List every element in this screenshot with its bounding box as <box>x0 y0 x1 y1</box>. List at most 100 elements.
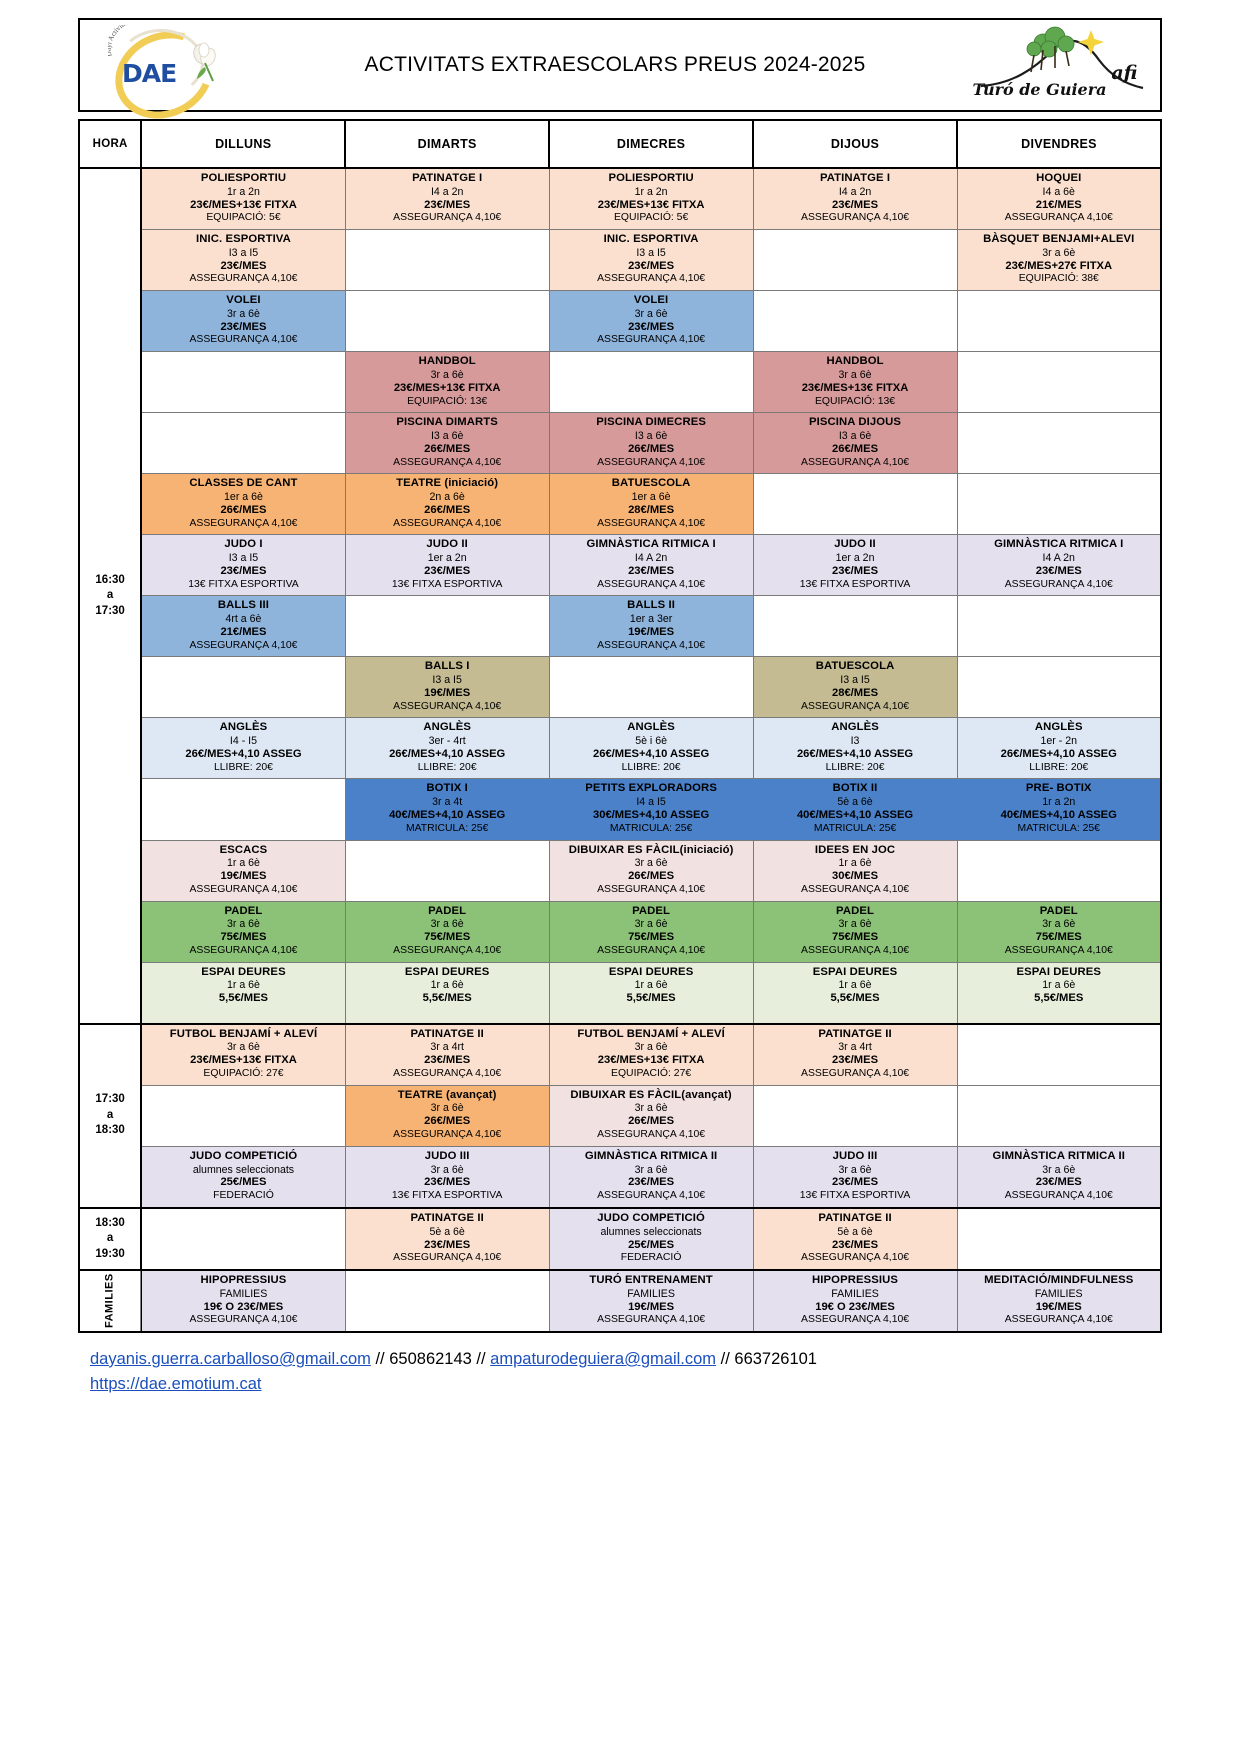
activity-block: PADEL 3r a 6è 75€/MES ASSEGURANÇA 4,10€ <box>346 902 549 962</box>
activity-title: FUTBOL BENJAMÍ + ALEVÍ <box>577 1027 725 1040</box>
hill-trees-icon <box>980 26 1143 90</box>
activity-grades: 1r a 6è <box>838 979 872 992</box>
activity-grades: alumnes seleccionats <box>600 1225 702 1238</box>
activity-grades: 1er a 6è <box>224 491 263 504</box>
activity-extra <box>552 1006 751 1019</box>
empty-cell <box>956 290 1162 353</box>
website-link[interactable]: https://dae.emotium.cat <box>90 1375 262 1394</box>
activity-title: JUDO III <box>832 1149 878 1162</box>
activity-block: ANGLÈS I4 - I5 26€/MES+4,10 ASSEG LLIBRE: 2… <box>142 718 344 778</box>
activity-cell-dijous: JUDO II 1er a 2n 23€/MES 13€ FITXA ESPORTIV… <box>752 534 958 597</box>
activity-price: 23€/MES <box>1035 564 1082 577</box>
activity-title: ANGLÈS <box>831 721 879 734</box>
activity-price: 23€/MES <box>424 564 471 577</box>
activity-title: PATINATGE II <box>410 1027 484 1040</box>
activity-grades: 1r a 6è <box>430 979 464 992</box>
activity-block: JUDO III 3r a 6è 23€/MES 13€ FITXA ESPORTIV… <box>346 1147 549 1207</box>
activity-price: 26€/MES+4,10 ASSEG <box>185 748 302 761</box>
activity-grades: I3 a 6è <box>634 429 668 442</box>
activity-cell-dimecres: GIMNÀSTICA RITMICA II 3r a 6è 23€/MES ASSEG… <box>548 1145 754 1209</box>
activity-price: 5,5€/MES <box>422 992 472 1005</box>
activity-cell-dilluns: INIC. ESPORTIVA I3 a I5 23€/MES ASSEGURANÇA… <box>140 229 346 292</box>
activity-title: HIPOPRESSIUS <box>200 1273 287 1286</box>
table-body: 16:30 a 17:30 POLIESPORTIU 1r a 2n 23€/MES+13… <box>77 167 1162 1333</box>
activity-extra: ASSEGURANÇA 4,10€ <box>393 1068 502 1080</box>
activity-extra: EQUIPACIÓ: 13€ <box>814 395 896 407</box>
activity-block: GIMNÀSTICA RITMICA II 3r a 6è 23€/MES ASSEG… <box>550 1147 753 1207</box>
activity-block: VOLEI 3r a 6è 23€/MES ASSEGURANÇA 4,10€ <box>550 291 753 351</box>
activity-price: 23€/MES <box>424 198 471 211</box>
activity-block: BOTIX II 5è a 6è 40€/MES+4,10 ASSEG MATRICU… <box>754 779 957 839</box>
activity-title: PISCINA DIMECRES <box>596 416 706 429</box>
separator-3: // <box>716 1349 735 1368</box>
table-row: BALLS I I3 a I5 19€/MES ASSEGURANÇA 4,10€ B… <box>79 656 1162 719</box>
activity-grades: 1r a 2n <box>634 185 668 198</box>
activity-grades: 1r a 6è <box>226 857 260 870</box>
activity-extra: ASSEGURANÇA 4,10€ <box>1004 1190 1113 1202</box>
activity-cell-dilluns: VOLEI 3r a 6è 23€/MES ASSEGURANÇA 4,10€ <box>140 290 346 353</box>
activity-block: BALLS III 4rt a 6è 21€/MES ASSEGURANÇA 4,10… <box>142 596 344 656</box>
activity-title: PATINATGE I <box>412 172 483 184</box>
activity-block: BALLS I I3 a I5 19€/MES ASSEGURANÇA 4,10€ <box>346 657 549 717</box>
table-row: BOTIX I 3r a 4t 40€/MES+4,10 ASSEG MATRICUL… <box>79 778 1162 841</box>
activity-block: BÀSQUET BENJAMI+ALEVI 3r a 6è 23€/MES+27€ … <box>958 230 1161 290</box>
activity-grades: 5è a 6è <box>837 796 873 809</box>
activity-cell-dimarts: PATINATGE I I4 a 2n 23€/MES ASSEGURANÇA 4,1… <box>344 167 550 231</box>
activity-price: 28€/MES <box>628 503 675 516</box>
activity-price: 23€/MES <box>628 1176 675 1189</box>
empty-cell <box>344 290 550 353</box>
activity-title: HOQUEI <box>1036 172 1082 184</box>
activity-title: DIBUIXAR ES FÀCIL(iniciació) <box>568 843 734 856</box>
activity-block: ANGLÈS 5è i 6è 26€/MES+4,10 ASSEG LLIBRE: 2… <box>550 718 753 778</box>
activity-block: GIMNÀSTICA RITMICA I I4 A 2n 23€/MES ASSEGU… <box>958 535 1161 595</box>
activity-price: 23€/MES+13€ FITXA <box>393 381 501 394</box>
activity-grades: 3r a 4t <box>432 796 463 809</box>
empty-cell <box>956 595 1162 658</box>
activity-title: BATUESCOLA <box>815 660 895 673</box>
activity-title: FUTBOL BENJAMÍ + ALEVÍ <box>169 1027 318 1040</box>
hora-cell: 16:30 a 17:30 <box>77 167 143 1025</box>
activity-extra: MATRICULA: 25€ <box>609 822 693 834</box>
activity-price: 26€/MES <box>628 870 675 883</box>
activity-title: TEATRE (iniciació) <box>396 477 499 490</box>
activity-price: 26€/MES <box>628 1115 675 1128</box>
activity-block: PISCINA DIMARTS I3 a 6è 26€/MES ASSEGURANÇA… <box>346 413 549 473</box>
activity-grades: FAMILIES <box>1034 1287 1083 1300</box>
separator-2: // <box>471 1349 491 1368</box>
activity-grades: 3r a 6è <box>634 1041 668 1054</box>
activity-price: 26€/MES+4,10 ASSEG <box>796 748 914 761</box>
activity-block: HANDBOL 3r a 6è 23€/MES+13€ FITXA EQUIPACIÓ… <box>346 352 549 412</box>
activity-cell-dimecres: BALLS II 1er a 3er 19€/MES ASSEGURANÇA 4,10… <box>548 595 754 658</box>
activity-price: 19€/MES <box>628 626 675 639</box>
empty-cell <box>752 595 958 658</box>
activity-cell-dimecres: TURÓ ENTRENAMENT FAMILIES 19€/MES ASSEGURAN… <box>548 1268 754 1333</box>
activity-cell-dimecres: POLIESPORTIU 1r a 2n 23€/MES+13€ FITXA EQUI… <box>548 167 754 231</box>
activity-grades: FAMILIES <box>627 1287 675 1300</box>
activity-grades: I3 a 6è <box>838 429 872 442</box>
email-secondary[interactable]: ampaturodeguiera@gmail.com <box>490 1349 717 1368</box>
activity-block: JUDO II 1er a 2n 23€/MES 13€ FITXA ESPORTIV… <box>754 535 957 595</box>
table-row: ANGLÈS I4 - I5 26€/MES+4,10 ASSEG LLIBRE: 2… <box>79 717 1162 780</box>
activity-cell-dilluns: POLIESPORTIU 1r a 2n 23€/MES+13€ FITXA EQUI… <box>140 167 346 231</box>
activity-title: DIBUIXAR ES FÀCIL(avançat) <box>570 1088 732 1101</box>
activity-cell-dimarts: JUDO II 1er a 2n 23€/MES 13€ FITXA ESPORTIV… <box>344 534 550 597</box>
activity-grades: alumnes seleccionats <box>192 1163 295 1176</box>
activity-title: POLIESPORTIU <box>608 172 694 184</box>
activity-grades: 3r a 6è <box>430 1163 464 1176</box>
activity-extra: ASSEGURANÇA 4,10€ <box>597 883 706 895</box>
activity-grades: I3 <box>850 735 860 748</box>
email-primary[interactable]: dayanis.guerra.carballoso@gmail.com <box>90 1349 371 1368</box>
activity-extra <box>348 1006 547 1019</box>
activity-cell-dilluns: BALLS III 4rt a 6è 21€/MES ASSEGURANÇA 4,10… <box>140 595 346 658</box>
activity-block: JUDO II 1er a 2n 23€/MES 13€ FITXA ESPORTIV… <box>346 535 549 595</box>
activity-block: BATUESCOLA I3 a I5 28€/MES ASSEGURANÇA 4,10… <box>754 657 957 717</box>
activity-grades: 3r a 4rt <box>838 1041 872 1054</box>
activity-extra: EQUIPACIÓ: 5€ <box>206 212 281 224</box>
activity-extra: FEDERACIÓ <box>620 1252 682 1264</box>
activity-price: 5,5€/MES <box>1034 992 1084 1005</box>
activity-price: 26€/MES <box>424 1115 471 1128</box>
activity-extra: FEDERACIÓ <box>213 1190 274 1202</box>
activity-cell-dimarts: ANGLÈS 3er - 4rt 26€/MES+4,10 ASSEG LLIBRE:… <box>344 717 550 780</box>
activity-title: JUDO COMPETICIÓ <box>597 1211 705 1224</box>
